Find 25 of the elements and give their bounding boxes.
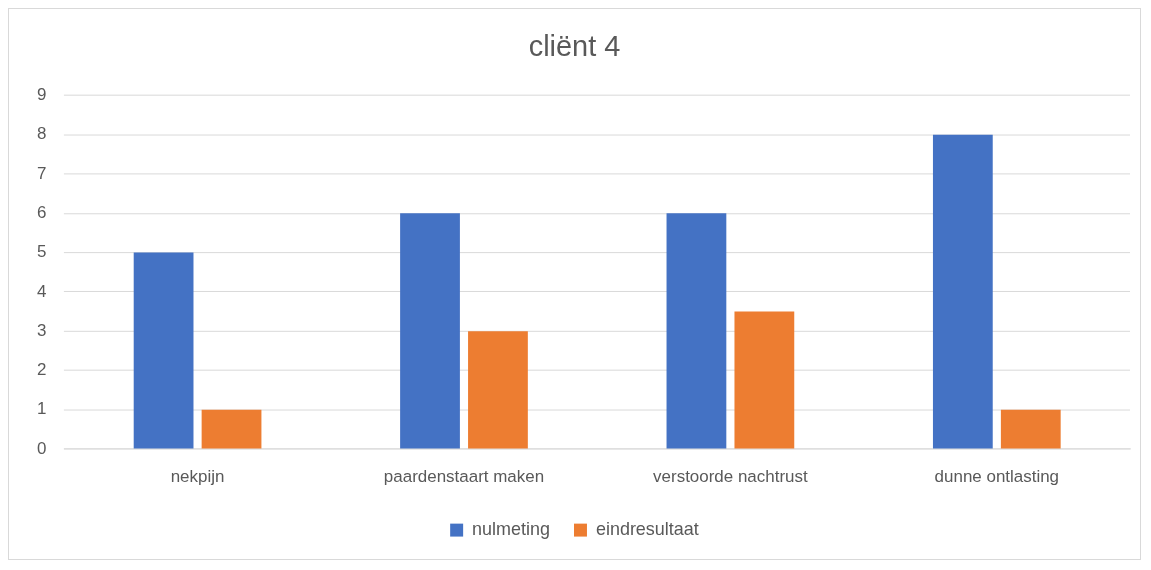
bar (1000, 409, 1061, 449)
bar (468, 331, 528, 449)
bar (666, 213, 727, 449)
bar (201, 409, 262, 449)
x-tick-label: verstoorde nachtrust (653, 466, 808, 486)
y-tick-label: 8 (36, 124, 47, 144)
y-tick-label: 5 (36, 242, 47, 262)
x-tick-label: nekpijn (170, 466, 225, 486)
y-tick-label: 7 (36, 163, 47, 183)
y-tick-label: 9 (36, 85, 47, 105)
legend-label: nulmeting (472, 519, 550, 540)
y-tick-label: 2 (36, 360, 47, 380)
y-tick-label: 6 (36, 203, 47, 222)
bar (932, 134, 993, 449)
x-tick-label: dunne ontlasting (934, 466, 1060, 486)
x-tick-label: paardenstaart maken (383, 466, 545, 486)
bar (734, 311, 795, 449)
y-tick-label: 3 (36, 320, 47, 340)
legend-label: eindresultaat (595, 519, 699, 540)
y-tick-label: 1 (36, 399, 47, 419)
bar (400, 213, 460, 449)
bar (133, 252, 194, 449)
y-tick-label: 0 (36, 438, 47, 458)
y-tick-label: 4 (36, 281, 47, 301)
chart-title: cliënt 4 (528, 30, 621, 63)
